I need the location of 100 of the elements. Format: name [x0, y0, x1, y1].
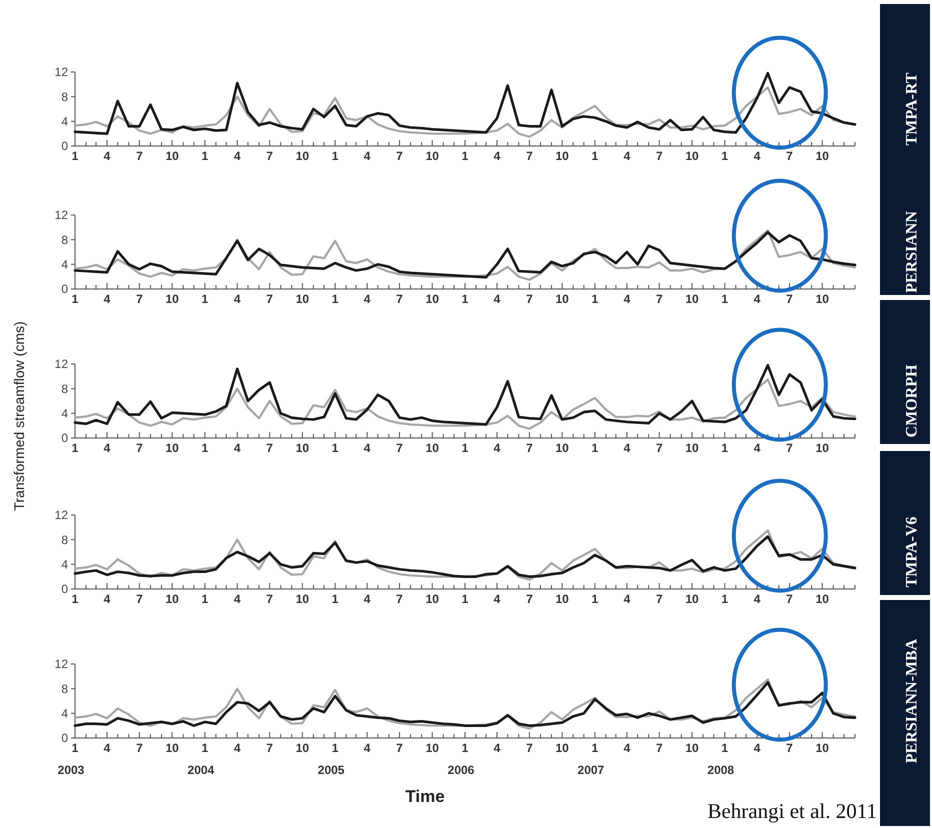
- x-tick-label: 10: [296, 292, 310, 306]
- x-tick-label: 4: [234, 741, 241, 755]
- y-tick-label: 8: [61, 682, 68, 696]
- x-tick-label: 10: [426, 292, 440, 306]
- x-tick-label: 7: [526, 441, 534, 455]
- x-tick-label: 7: [526, 592, 534, 606]
- y-tick-label: 0: [61, 282, 68, 296]
- x-tick-label: 1: [721, 149, 728, 163]
- x-tick-label: 4: [104, 149, 111, 163]
- x-tick-label: 10: [685, 441, 700, 455]
- line-series: [74, 364, 856, 426]
- y-tick-label: 8: [61, 90, 68, 104]
- x-tick-label: 7: [136, 149, 144, 163]
- y-tick-label: 12: [54, 357, 68, 372]
- x-tick-label: 10: [426, 741, 440, 755]
- y-tick-label: 0: [61, 582, 68, 596]
- x-tick-label: 1 2006: [448, 741, 475, 777]
- x-tick-label: 10: [426, 441, 440, 455]
- x-tick-label: 1: [332, 592, 339, 606]
- x-tick-label: 1: [72, 441, 79, 455]
- x-tick-label: 10: [165, 149, 180, 163]
- x-tick-label: 10: [685, 149, 700, 163]
- x-tick-label: 1 2004: [188, 741, 215, 777]
- x-tick-label: 10: [816, 741, 830, 755]
- x-tick-label: 1: [721, 441, 728, 455]
- y-tick-label: 12: [54, 65, 68, 80]
- x-tick-label: 7: [656, 441, 663, 455]
- x-tick-label: 4: [104, 292, 111, 306]
- line-series: [74, 529, 856, 581]
- x-tick-label: 4: [234, 592, 241, 606]
- x-tick-label: 10: [165, 592, 180, 606]
- x-tick-label: 1: [592, 441, 599, 455]
- x-tick-label: 7: [786, 149, 794, 163]
- x-tick-label: 7: [266, 441, 274, 455]
- y2-axis-title: TMPA-V6: [904, 516, 921, 588]
- x-tick-label: 1: [462, 592, 469, 606]
- x-tick-label: 10: [816, 592, 830, 606]
- x-tick-label: 4: [364, 592, 371, 606]
- x-tick-label: 10: [296, 592, 310, 606]
- x-tick-label: 4: [494, 741, 501, 755]
- x-tick-label: 1: [72, 592, 79, 606]
- x-tick-label: 4: [494, 441, 501, 455]
- x-tick-label: 4: [754, 741, 761, 755]
- x-tick-label: 1 2008: [707, 741, 734, 777]
- x-tick-label: 7: [266, 741, 274, 755]
- x-tick-label: 1: [332, 292, 339, 306]
- x-tick-label: 4: [624, 441, 631, 455]
- x-tick-label: 7: [786, 592, 794, 606]
- x-tick-label: 7: [526, 149, 534, 163]
- x-tick-label: 7: [266, 149, 274, 163]
- x-tick-label: 7: [526, 292, 534, 306]
- x-tick-label: 7: [396, 592, 404, 606]
- y-tick-label: 12: [54, 508, 68, 522]
- x-tick-label: 10: [685, 592, 700, 606]
- y-tick-label: 4: [61, 406, 68, 421]
- x-tick-label: 7: [656, 149, 663, 163]
- x-tick-label: 1: [462, 441, 469, 455]
- line-series: [74, 535, 856, 578]
- x-tick-label: 1: [721, 292, 728, 306]
- x-tick-label: 7: [526, 741, 534, 755]
- x-tick-label: 10: [816, 149, 830, 163]
- x-tick-label: 4: [754, 292, 761, 306]
- x-tick-label: 4: [234, 149, 241, 163]
- x-tick-label: 4: [364, 441, 371, 455]
- x-tick-label: 4: [104, 592, 111, 606]
- x-tick-label: 10: [426, 592, 440, 606]
- y-axis-title: Transformed streamflow (cms): [11, 321, 27, 511]
- x-tick-label: 1: [332, 149, 339, 163]
- x-tick-label: 7: [396, 441, 404, 455]
- x-tick-label: 1: [592, 292, 599, 306]
- x-tick-label: 4: [754, 441, 761, 455]
- x-tick-label: 1: [202, 149, 209, 163]
- x-tick-label: 7: [786, 292, 794, 306]
- x-tick-label: 4: [364, 149, 371, 163]
- x-tick-label: 7: [396, 292, 404, 306]
- x-tick-label: 7: [656, 592, 663, 606]
- x-tick-label: 4: [104, 441, 111, 455]
- x-tick-label: 1: [462, 292, 469, 306]
- x-tick-label: 7: [786, 741, 794, 755]
- x-tick-label: 7: [266, 592, 274, 606]
- x-tick-label: 10: [296, 741, 310, 755]
- x-tick-label: 4: [234, 292, 241, 306]
- x-tick-label: 10: [816, 292, 830, 306]
- x-tick-label: 10: [555, 292, 570, 306]
- x-tick-label: 7: [656, 741, 663, 755]
- x-tick-label: 7: [656, 292, 663, 306]
- x-tick-label: 7: [396, 741, 404, 755]
- x-tick-label: 4: [364, 741, 371, 755]
- x-tick-label: 10: [555, 441, 570, 455]
- x-tick-label: 10: [165, 741, 180, 755]
- x-tick-label: 1: [721, 592, 728, 606]
- y-tick-label: 0: [61, 431, 68, 446]
- x-tick-label: 10: [165, 441, 180, 455]
- x-tick-label: 10: [426, 149, 440, 163]
- x-tick-label: 4: [104, 741, 111, 755]
- y2-axis-title: PERSIANN: [904, 210, 921, 293]
- x-tick-label: 10: [685, 292, 700, 306]
- x-tick-label: 1: [72, 149, 79, 163]
- x-tick-label: 4: [364, 292, 371, 306]
- y2-axis-title: CMORPH: [904, 364, 921, 438]
